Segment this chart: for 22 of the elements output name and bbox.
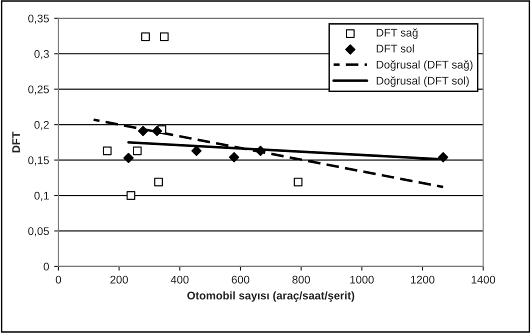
x-tick-label: 1200 [411,276,434,284]
y-axis-title: DFT [12,132,20,152]
x-tick-label: 1400 [472,276,496,284]
x-tick-label: 400 [170,276,189,284]
legend-label: DFT sol [376,44,414,53]
x-tick-label: 0 [56,276,62,284]
y-tick-label: 0,35 [28,14,49,24]
x-tick-label: 1000 [350,276,374,284]
x-tick-label: 200 [110,276,128,284]
x-axis-title: Otomobil sayısı (araç/saat/şerit) [187,291,354,302]
legend-label: DFT sağ [376,28,418,39]
y-tick-label: 0,15 [28,156,49,166]
y-tick-label: 0 [44,262,49,271]
legend-label: Doğrusal (DFT sağ) [376,60,473,71]
y-tick-label: 0,1 [34,192,49,201]
y-tick-label: 0,25 [28,85,49,95]
x-tick-label: 600 [232,276,250,284]
legend-label: Doğrusal (DFT sol) [376,76,469,87]
y-tick-label: 0,05 [28,227,49,236]
y-tick-label: 0,3 [34,50,49,60]
x-tick-label: 800 [292,276,310,284]
y-tick-label: 0,2 [34,120,49,130]
